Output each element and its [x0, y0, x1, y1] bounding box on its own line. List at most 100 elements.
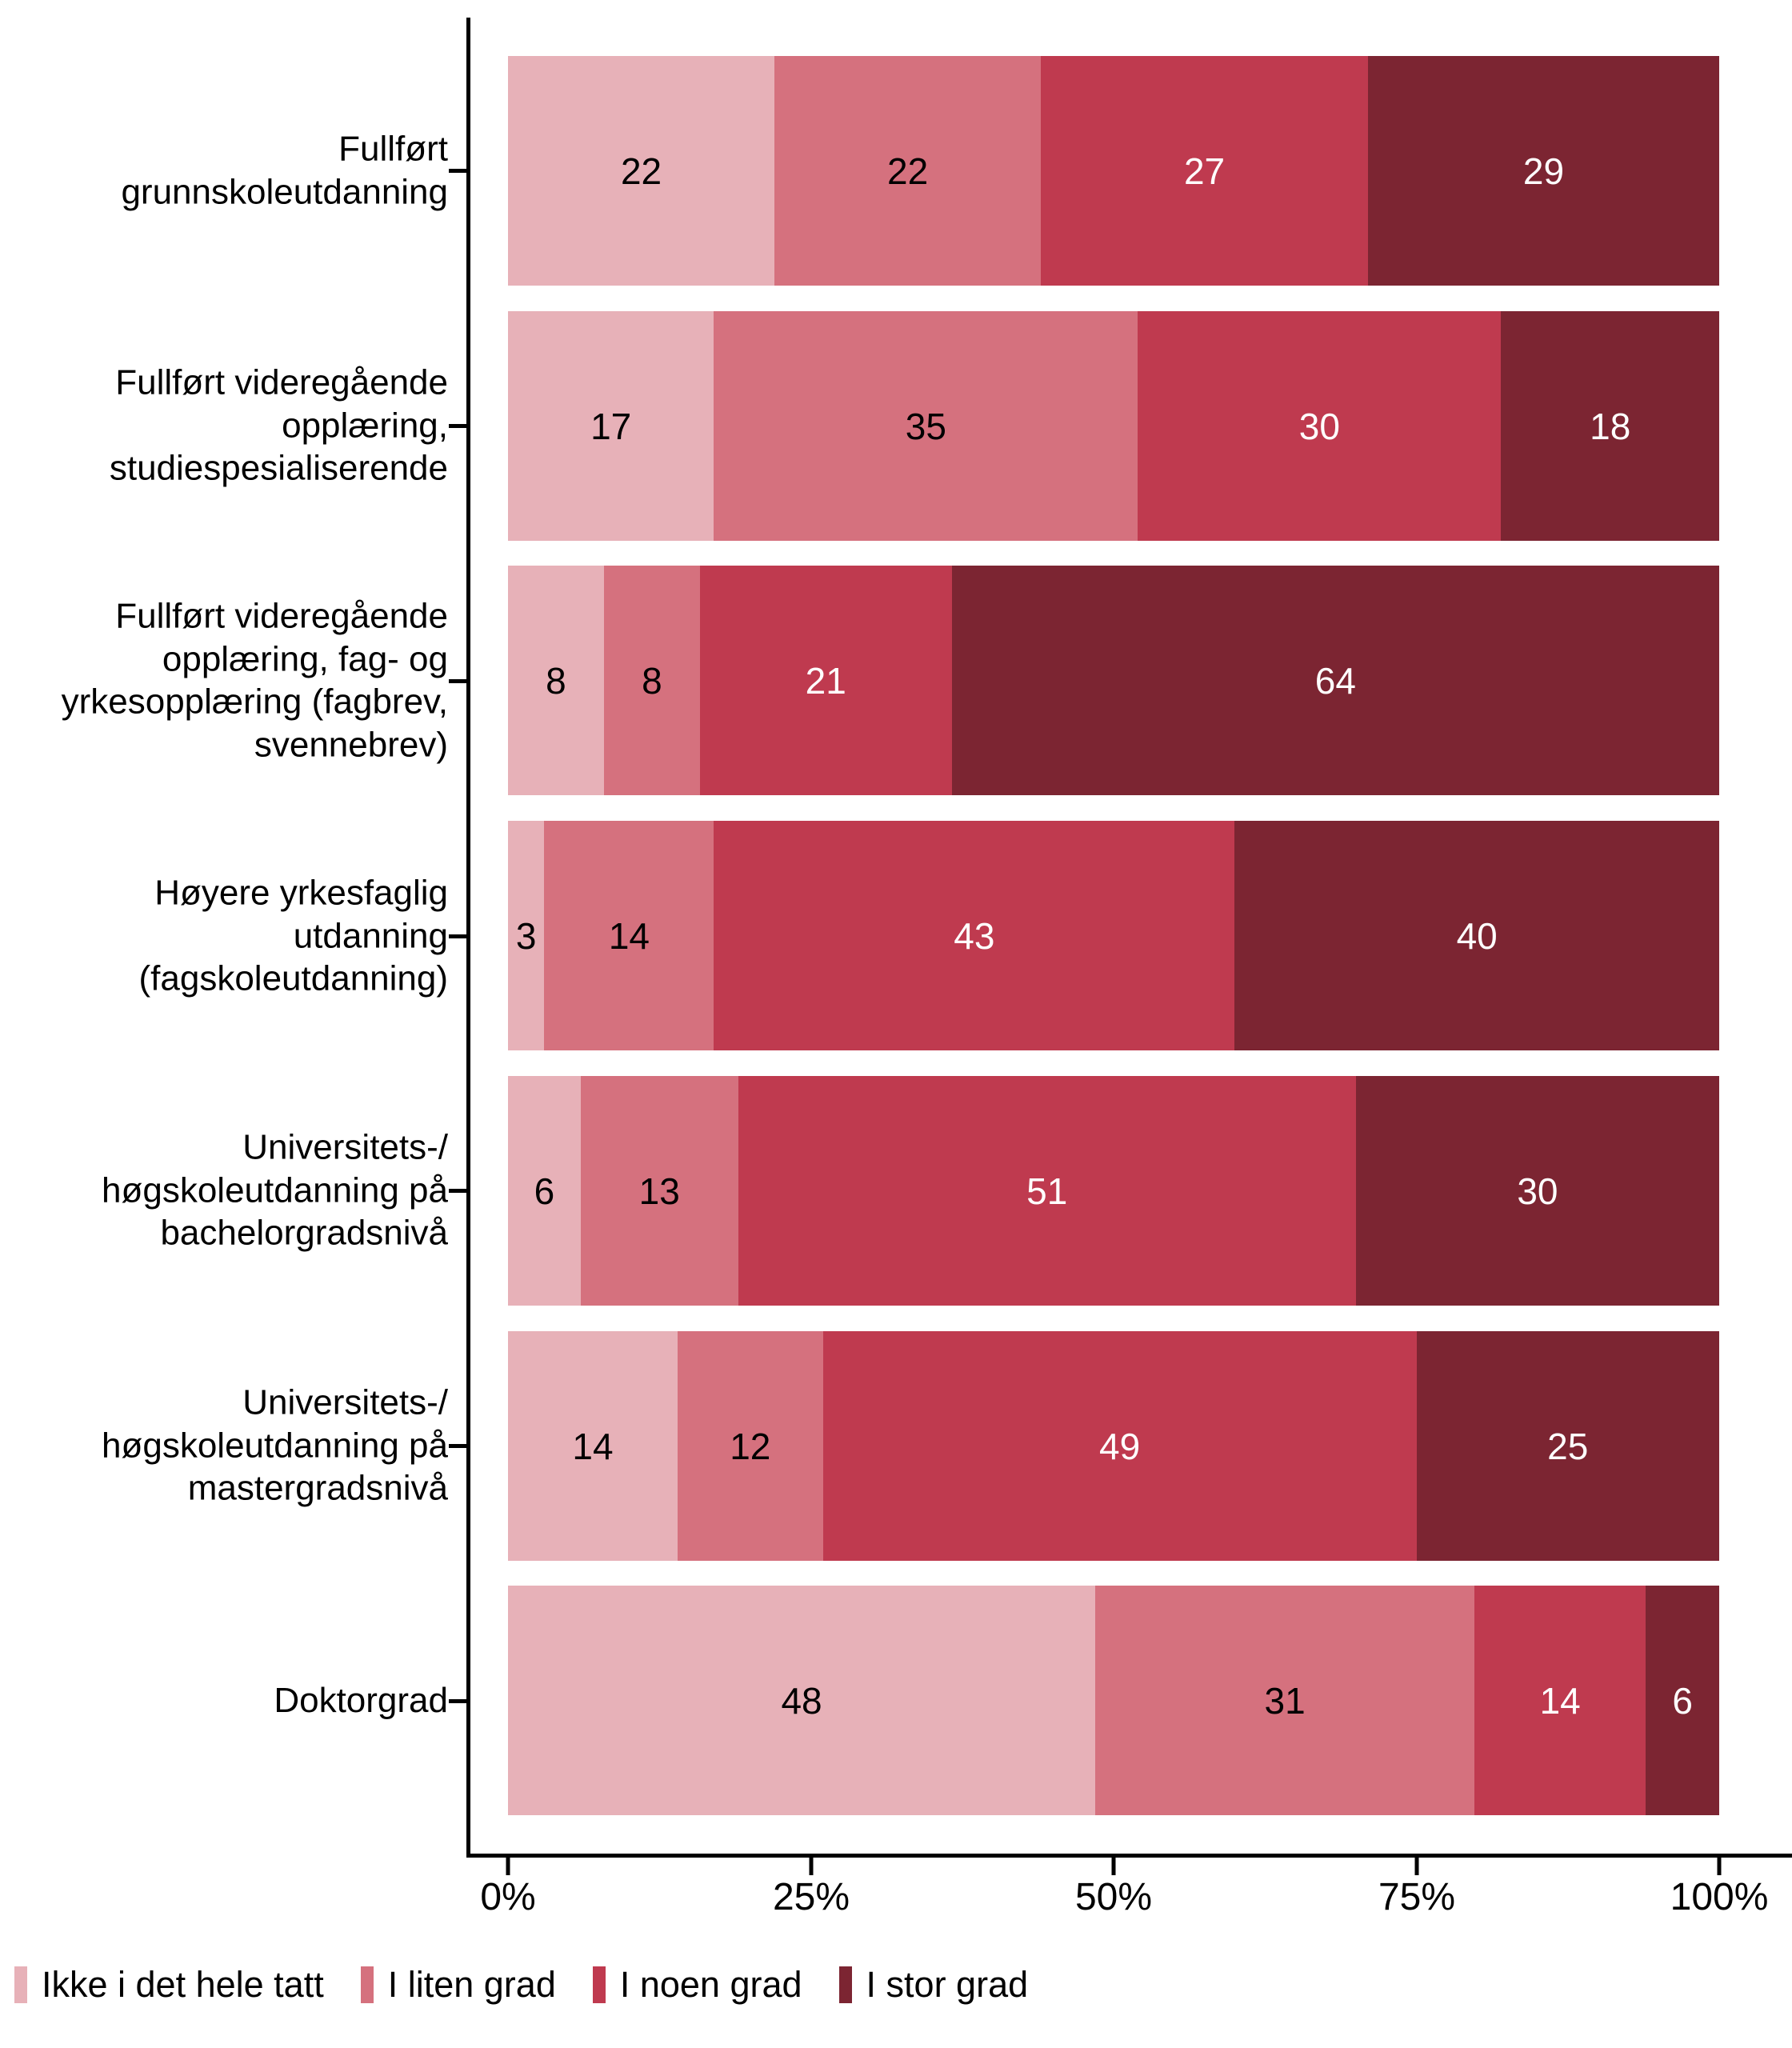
- bar-segment: 14: [1474, 1586, 1646, 1815]
- legend-swatch: [838, 1966, 852, 2003]
- bar-value-label: 14: [572, 1425, 614, 1467]
- y-axis-tick: [449, 1444, 466, 1448]
- bar-segment: 17: [508, 311, 714, 541]
- category-label: Universitets-/ høgskoleutdanning på mast…: [102, 1382, 448, 1508]
- bar-segment: 64: [951, 566, 1719, 795]
- legend-label: I noen grad: [619, 1964, 802, 2005]
- bar-segment: 13: [580, 1076, 738, 1306]
- legend-item: I liten grad: [360, 1964, 556, 2006]
- bar-value-label: 27: [1183, 150, 1226, 192]
- bar-segment: 8: [603, 566, 700, 795]
- category-label: Fullført videregående opplæring, studies…: [109, 362, 448, 488]
- legend-swatch: [360, 1966, 374, 2003]
- y-axis-tick: [449, 169, 466, 173]
- bar-row: 6 13 51 30: [508, 1076, 1719, 1306]
- bar-segment: 40: [1234, 821, 1719, 1050]
- bar-segment: 22: [508, 56, 775, 286]
- bar-row: 17 35 30 18: [508, 311, 1719, 541]
- bar-value-label: 6: [534, 1170, 555, 1212]
- bar-segment: 25: [1416, 1331, 1719, 1561]
- bar-row: 3 14 43 40: [508, 821, 1719, 1050]
- bar-segment: 48: [508, 1586, 1096, 1815]
- x-axis-tick-label: 25%: [772, 1876, 850, 1918]
- bar-row: 14 12 49 25: [508, 1331, 1719, 1561]
- category-label: Fullført videregående opplæring, fag- og…: [61, 596, 448, 765]
- bar-segment: 6: [1646, 1586, 1719, 1815]
- bar-segment: 22: [774, 56, 1042, 286]
- x-axis-tick-label: 100%: [1670, 1876, 1769, 1918]
- bar-segment: 21: [699, 566, 952, 795]
- bar-value-label: 21: [805, 659, 846, 702]
- bar-segment: 51: [738, 1076, 1356, 1306]
- bar-value-label: 64: [1314, 659, 1356, 702]
- bar-segment: 31: [1095, 1586, 1475, 1815]
- bar-segment: 30: [1138, 311, 1502, 541]
- bar-value-label: 35: [905, 405, 946, 447]
- bar-value-label: 17: [590, 405, 632, 447]
- bar-value-label: 51: [1026, 1170, 1068, 1212]
- bar-value-label: 8: [642, 659, 662, 702]
- bar-value-label: 6: [1672, 1679, 1693, 1722]
- bar-segment: 27: [1041, 56, 1368, 286]
- legend: Ikke i det hele tatt I liten grad I noen g…: [14, 1964, 1028, 2006]
- bar-segment: 29: [1367, 56, 1719, 286]
- bar-value-label: 14: [608, 914, 650, 957]
- legend-item: Ikke i det hele tatt: [14, 1964, 324, 2006]
- bar-value-label: 43: [954, 914, 995, 957]
- y-axis-line: [466, 18, 470, 1858]
- bar-value-label: 8: [546, 659, 566, 702]
- x-axis-tick: [1717, 1858, 1722, 1875]
- legend-label: I liten grad: [387, 1964, 556, 2005]
- legend-label: I stor grad: [866, 1964, 1029, 2005]
- x-axis-tick-label: 50%: [1074, 1876, 1153, 1918]
- category-label: Doktorgrad: [274, 1681, 448, 1721]
- bar-value-label: 49: [1098, 1425, 1141, 1467]
- bar-segment: 3: [508, 821, 545, 1050]
- bar-segment: 35: [714, 311, 1138, 541]
- x-axis-line: [466, 1854, 1792, 1858]
- bar-value-label: 40: [1456, 914, 1498, 957]
- bar-value-label: 25: [1547, 1425, 1589, 1467]
- bar-value-label: 13: [638, 1170, 680, 1212]
- x-axis-tick-label: 0%: [480, 1876, 536, 1918]
- x-axis-tick: [1414, 1858, 1419, 1875]
- bar-value-label: 22: [887, 150, 929, 192]
- bar-value-label: 29: [1522, 150, 1565, 192]
- y-axis-tick: [449, 679, 466, 683]
- bar-segment: 6: [508, 1076, 581, 1306]
- bar-value-label: 30: [1517, 1170, 1558, 1212]
- bar-value-label: 31: [1264, 1679, 1306, 1722]
- bar-row: 48 31 14 6: [508, 1586, 1719, 1815]
- bar-value-label: 22: [620, 150, 662, 192]
- bar-value-label: 14: [1539, 1679, 1581, 1722]
- plot-panel: 22 22 27 29 17 35 30 18 8 8 21 64 3 14 43 40 6 13 51 30 14 12…: [508, 18, 1719, 1854]
- bar-segment: 14: [508, 1331, 678, 1561]
- bar-segment: 8: [508, 566, 604, 795]
- category-label: Fullført grunnskoleutdanning: [121, 129, 448, 211]
- bar-segment: 12: [677, 1331, 823, 1561]
- x-axis-tick: [1111, 1858, 1116, 1875]
- legend-item: I stor grad: [838, 1964, 1029, 2006]
- bar-row: 22 22 27 29: [508, 56, 1719, 286]
- bar-segment: 14: [544, 821, 714, 1050]
- bar-segment: 49: [822, 1331, 1417, 1561]
- category-label: Høyere yrkesfaglig utdanning (fagskoleut…: [138, 873, 448, 998]
- bar-row: 8 8 21 64: [508, 566, 1719, 795]
- legend-item: I noen grad: [592, 1964, 802, 2006]
- bar-value-label: 18: [1590, 405, 1631, 447]
- bar-segment: 30: [1355, 1076, 1719, 1306]
- x-axis-tick: [506, 1858, 510, 1875]
- y-axis-tick: [449, 424, 466, 428]
- y-axis-tick: [449, 1189, 466, 1193]
- x-axis-tick-label: 75%: [1378, 1876, 1456, 1918]
- bar-segment: 43: [714, 821, 1235, 1050]
- legend-label: Ikke i det hele tatt: [42, 1964, 324, 2005]
- bar-value-label: 30: [1298, 405, 1340, 447]
- legend-swatch: [592, 1966, 606, 2003]
- y-axis-tick: [449, 934, 466, 938]
- bar-value-label: 12: [730, 1425, 771, 1467]
- y-axis-tick: [449, 1699, 466, 1703]
- x-axis-tick: [809, 1858, 814, 1875]
- legend-swatch: [14, 1966, 27, 2003]
